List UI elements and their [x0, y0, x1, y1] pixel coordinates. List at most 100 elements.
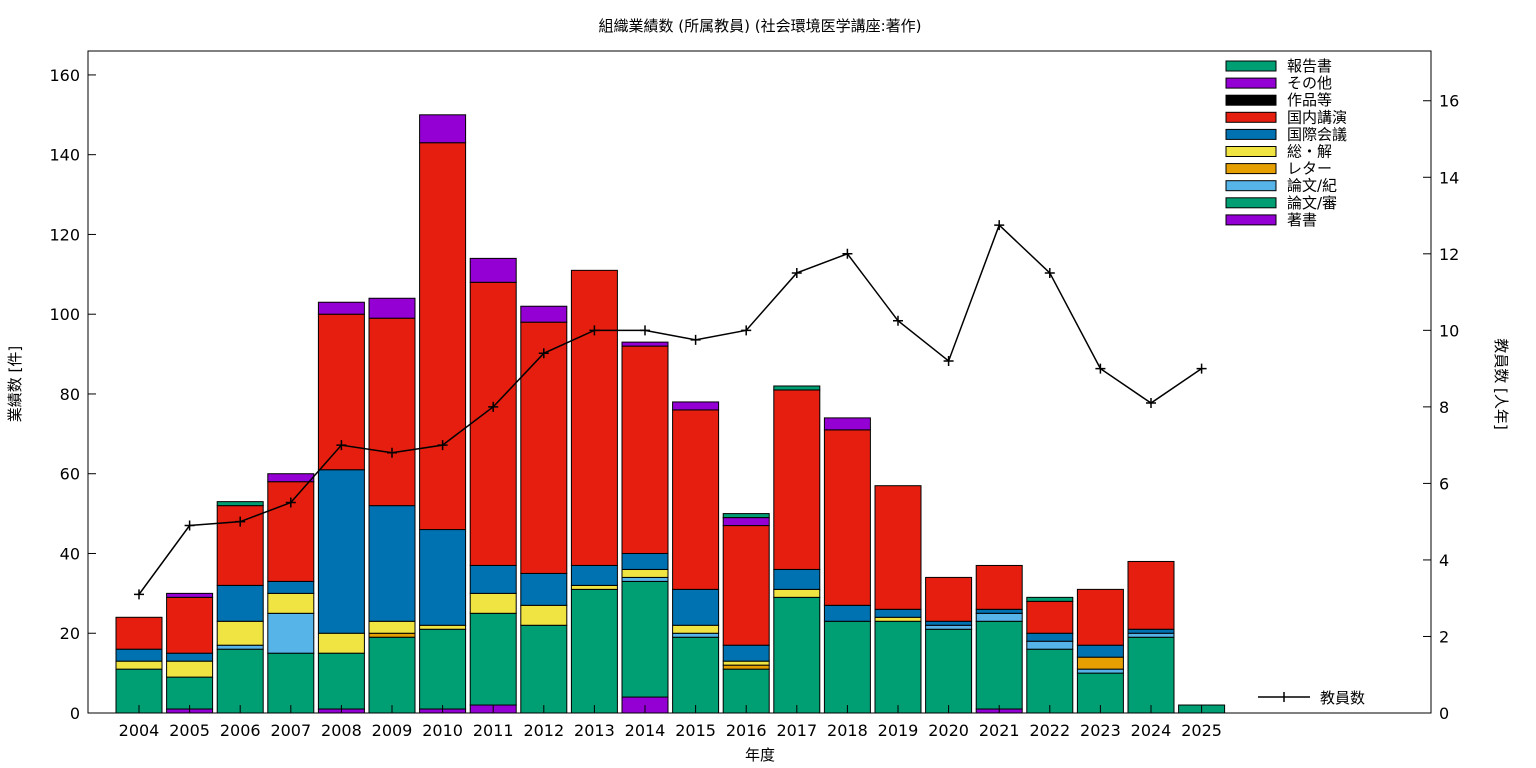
x-tick-label: 2020 — [928, 721, 969, 740]
bar-segment — [621, 580, 669, 698]
bar-segment — [368, 620, 416, 634]
bar-segment — [773, 568, 821, 590]
bar-segment — [166, 596, 214, 654]
bar-segment — [317, 301, 365, 315]
bar-segment — [1127, 628, 1175, 634]
bar-segment — [1127, 560, 1175, 630]
x-axis-label: 年度 — [745, 746, 775, 764]
bar-segment — [368, 317, 416, 507]
line-point — [842, 248, 853, 259]
bar-segment — [672, 624, 720, 634]
bar-segment — [672, 409, 720, 590]
bar-segment — [216, 644, 264, 650]
line-point — [1095, 363, 1106, 374]
bar-segment — [520, 305, 568, 323]
bar-segment — [317, 469, 365, 634]
bar-segment — [874, 485, 922, 610]
line-point — [134, 589, 144, 600]
bar-segment — [368, 297, 416, 319]
x-tick-label: 2013 — [574, 721, 615, 740]
x-tick-label: 2004 — [119, 721, 160, 740]
plot-frame — [87, 50, 1432, 714]
x-tick-label: 2006 — [220, 721, 261, 740]
bar-segment — [267, 473, 315, 483]
bar-segment — [469, 281, 517, 566]
x-tick-label: 2022 — [1029, 721, 1070, 740]
bar-segment — [166, 660, 214, 678]
y-tick-label: 160 — [49, 66, 80, 85]
y-tick-label: 100 — [49, 305, 80, 324]
bar-segment — [621, 576, 669, 582]
bar-segment — [419, 114, 467, 144]
line-point — [741, 325, 752, 336]
bar-segment — [216, 620, 264, 646]
bar-segment — [115, 616, 163, 650]
bar-segment — [672, 632, 720, 638]
line-point — [690, 334, 701, 345]
bar-segment — [621, 345, 669, 554]
x-tick-label: 2024 — [1131, 721, 1172, 740]
y2-tick-label: 14 — [1439, 168, 1459, 187]
bar-segment — [722, 644, 770, 662]
line-point — [943, 355, 954, 366]
bar-segment — [267, 652, 315, 714]
y-tick-label: 120 — [49, 225, 80, 244]
y-tick-label: 140 — [49, 146, 80, 165]
bar-segment — [520, 321, 568, 574]
bar-segment — [722, 513, 770, 519]
bar-segment — [469, 257, 517, 283]
line-point — [1044, 267, 1055, 278]
bar-segment — [166, 676, 214, 710]
x-tick-label: 2016 — [726, 721, 767, 740]
legend-swatch — [1225, 77, 1277, 89]
x-tick-label: 2019 — [878, 721, 919, 740]
line-point — [387, 447, 397, 458]
bar-segment — [570, 269, 618, 566]
bar-segment — [672, 636, 720, 714]
y-tick-label: 20 — [60, 624, 80, 643]
x-tick-label: 2015 — [675, 721, 716, 740]
legend-label: その他 — [1287, 74, 1332, 92]
legend-label: 報告書 — [1287, 57, 1332, 75]
bar-segment — [773, 596, 821, 714]
y-axis-label: 業績数 [件] — [6, 346, 24, 422]
bar-segment — [621, 568, 669, 578]
bar-segment — [520, 604, 568, 626]
x-tick-label: 2009 — [372, 721, 413, 740]
bar-segment — [520, 624, 568, 714]
x-tick-label: 2005 — [169, 721, 210, 740]
bar-segment — [469, 564, 517, 594]
bar-segment — [672, 588, 720, 626]
bar-segment — [115, 648, 163, 662]
bar-segment — [773, 588, 821, 598]
bar-segment — [216, 584, 264, 622]
x-tick-label: 2025 — [1181, 721, 1222, 740]
bar-segment — [419, 142, 467, 531]
bar-segment — [874, 620, 922, 714]
x-tick-label: 2018 — [827, 721, 868, 740]
bar-segment — [1026, 640, 1074, 650]
bar-segment — [773, 389, 821, 570]
line-point — [640, 325, 650, 336]
bar-segment — [823, 620, 871, 714]
legend-label: 論文/紀 — [1287, 177, 1337, 195]
x-tick-label: 2011 — [473, 721, 514, 740]
bar-segment — [823, 417, 871, 431]
bar-segment — [672, 401, 720, 411]
bar-segment — [419, 628, 467, 710]
legend-swatch — [1225, 180, 1277, 192]
bar-segment — [621, 341, 669, 347]
x-tick-label: 2007 — [270, 721, 311, 740]
bar-segment — [621, 552, 669, 570]
bar-segment — [317, 652, 365, 710]
bar-segment — [722, 660, 770, 666]
legend-label: 国内講演 — [1287, 108, 1347, 126]
bar-segment — [570, 588, 618, 714]
y2-tick-label: 10 — [1439, 321, 1459, 340]
line-point — [488, 401, 499, 412]
legend-label: 著書 — [1287, 211, 1317, 229]
bar-segment — [1076, 644, 1124, 658]
line-point — [437, 440, 448, 451]
bar-segment — [1026, 600, 1074, 634]
line-layer — [134, 220, 1207, 600]
